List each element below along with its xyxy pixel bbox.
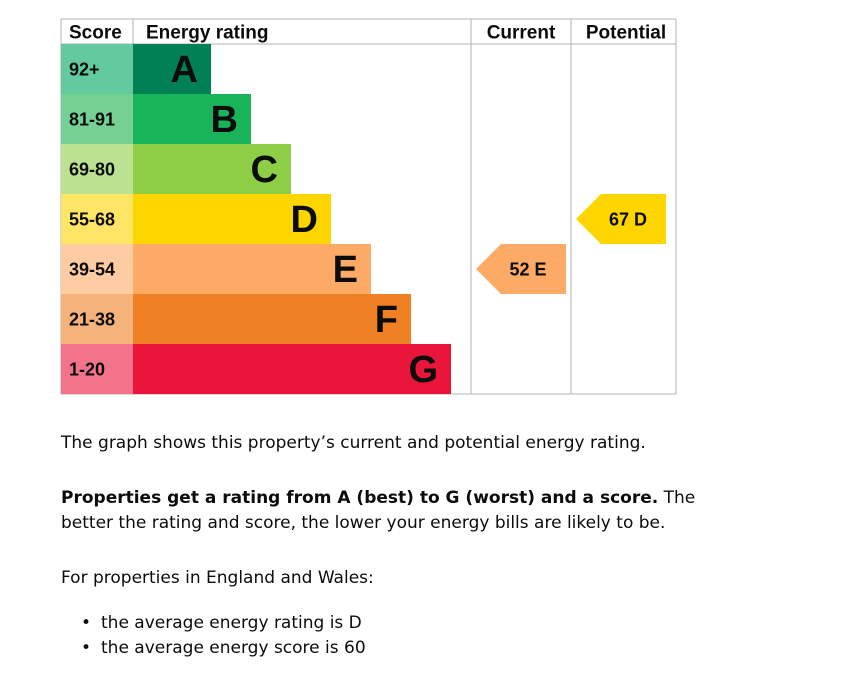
score-cell-c xyxy=(61,144,133,194)
band-letter-e: E xyxy=(333,249,358,291)
band-letter-b: B xyxy=(211,99,238,141)
rating-explanation-bold: Properties get a rating from A (best) to… xyxy=(61,488,659,508)
band-letter-c: C xyxy=(251,149,278,191)
score-range-e: 39-54 xyxy=(69,260,115,280)
score-range-f: 21-38 xyxy=(69,310,115,330)
band-bar-f xyxy=(133,294,411,344)
score-cell-b xyxy=(61,94,133,144)
band-letter-f: F xyxy=(375,299,398,341)
potential-arrow xyxy=(576,194,666,244)
rating-bands: 92+ A 81-91 B 69-80 C 55-68 D 39-54 E 21-38 F 1-20 G xyxy=(61,44,451,394)
current-arrow xyxy=(476,244,566,294)
score-cell-g xyxy=(61,344,133,394)
score-range-a: 92+ xyxy=(69,60,100,80)
score-cell-f xyxy=(61,294,133,344)
band-bar-b xyxy=(133,94,251,144)
band-letter-d: D xyxy=(291,199,318,241)
chart-description: The graph shows this property’s current … xyxy=(61,431,701,456)
score-range-b: 81-91 xyxy=(69,110,115,130)
rating-explanation-rest: The better the rating and score, the low… xyxy=(61,488,696,533)
chart-headers: Score Energy rating Current Potential xyxy=(69,23,666,44)
score-cell-e xyxy=(61,244,133,294)
rating-explanation-text: Properties get a rating from A (best) to… xyxy=(61,486,701,536)
header-potential: Potential xyxy=(586,23,666,44)
average-list: the average energy rating is D the avera… xyxy=(61,611,366,661)
intro-text: The graph shows this property’s current … xyxy=(61,433,646,453)
score-cell-d xyxy=(61,194,133,244)
header-score: Score xyxy=(69,23,122,44)
header-current: Current xyxy=(487,23,556,44)
header-energy-rating: Energy rating xyxy=(146,23,268,44)
rating-indicators: 52 E 67 D xyxy=(476,194,666,294)
energy-rating-chart: 92+ A81-91 B69-80 C55-68 D39-54 E21-38 F1-20 G … xyxy=(60,18,677,395)
band-bar-g xyxy=(133,344,451,394)
score-cell-a xyxy=(61,44,133,94)
score-range-d: 55-68 xyxy=(69,210,115,230)
band-bar-d xyxy=(133,194,331,244)
band-bar-a xyxy=(133,44,211,94)
current-rating-label: 52 E xyxy=(509,260,546,280)
score-range-c: 69-80 xyxy=(69,160,115,180)
score-range-g: 1-20 xyxy=(69,360,105,380)
average-score-item: the average energy score is 60 xyxy=(61,636,366,661)
region-note: For properties in England and Wales: xyxy=(61,566,701,591)
band-bar-c xyxy=(133,144,291,194)
band-letter-a: A xyxy=(171,49,198,91)
rating-explanation: Properties get a rating from A (best) to… xyxy=(61,486,701,536)
region-text: For properties in England and Wales: xyxy=(61,568,374,588)
band-bar-e xyxy=(133,244,371,294)
average-rating-item: the average energy rating is D xyxy=(61,611,366,636)
band-letter-g: G xyxy=(408,349,438,391)
potential-rating-label: 67 D xyxy=(609,210,647,230)
